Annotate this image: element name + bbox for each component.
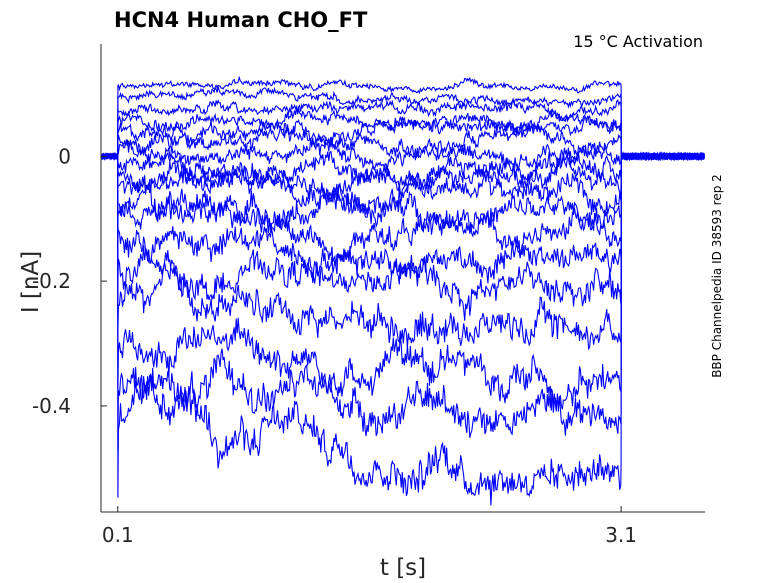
- y-tick-label: 0: [58, 144, 71, 168]
- y-tick-label: -0.2: [32, 269, 71, 293]
- trace-series-18: [100, 152, 705, 506]
- y-axis-label: I [nA]: [18, 251, 44, 313]
- traces-group: [100, 75, 705, 506]
- x-tick-label: 0.1: [102, 523, 134, 547]
- x-ticks: 0.1 3.1: [102, 506, 637, 547]
- side-label: BBP Channelpedia ID 38593 rep 2: [710, 174, 724, 378]
- x-tick-label: 3.1: [605, 523, 637, 547]
- chart-title: HCN4 Human CHO_FT: [114, 8, 368, 32]
- x-axis-label: t [s]: [380, 555, 426, 581]
- y-ticks: 0 -0.2 -0.4: [32, 144, 107, 418]
- chart-annotation: 15 °C Activation: [573, 32, 703, 51]
- y-tick-label: -0.4: [32, 394, 71, 418]
